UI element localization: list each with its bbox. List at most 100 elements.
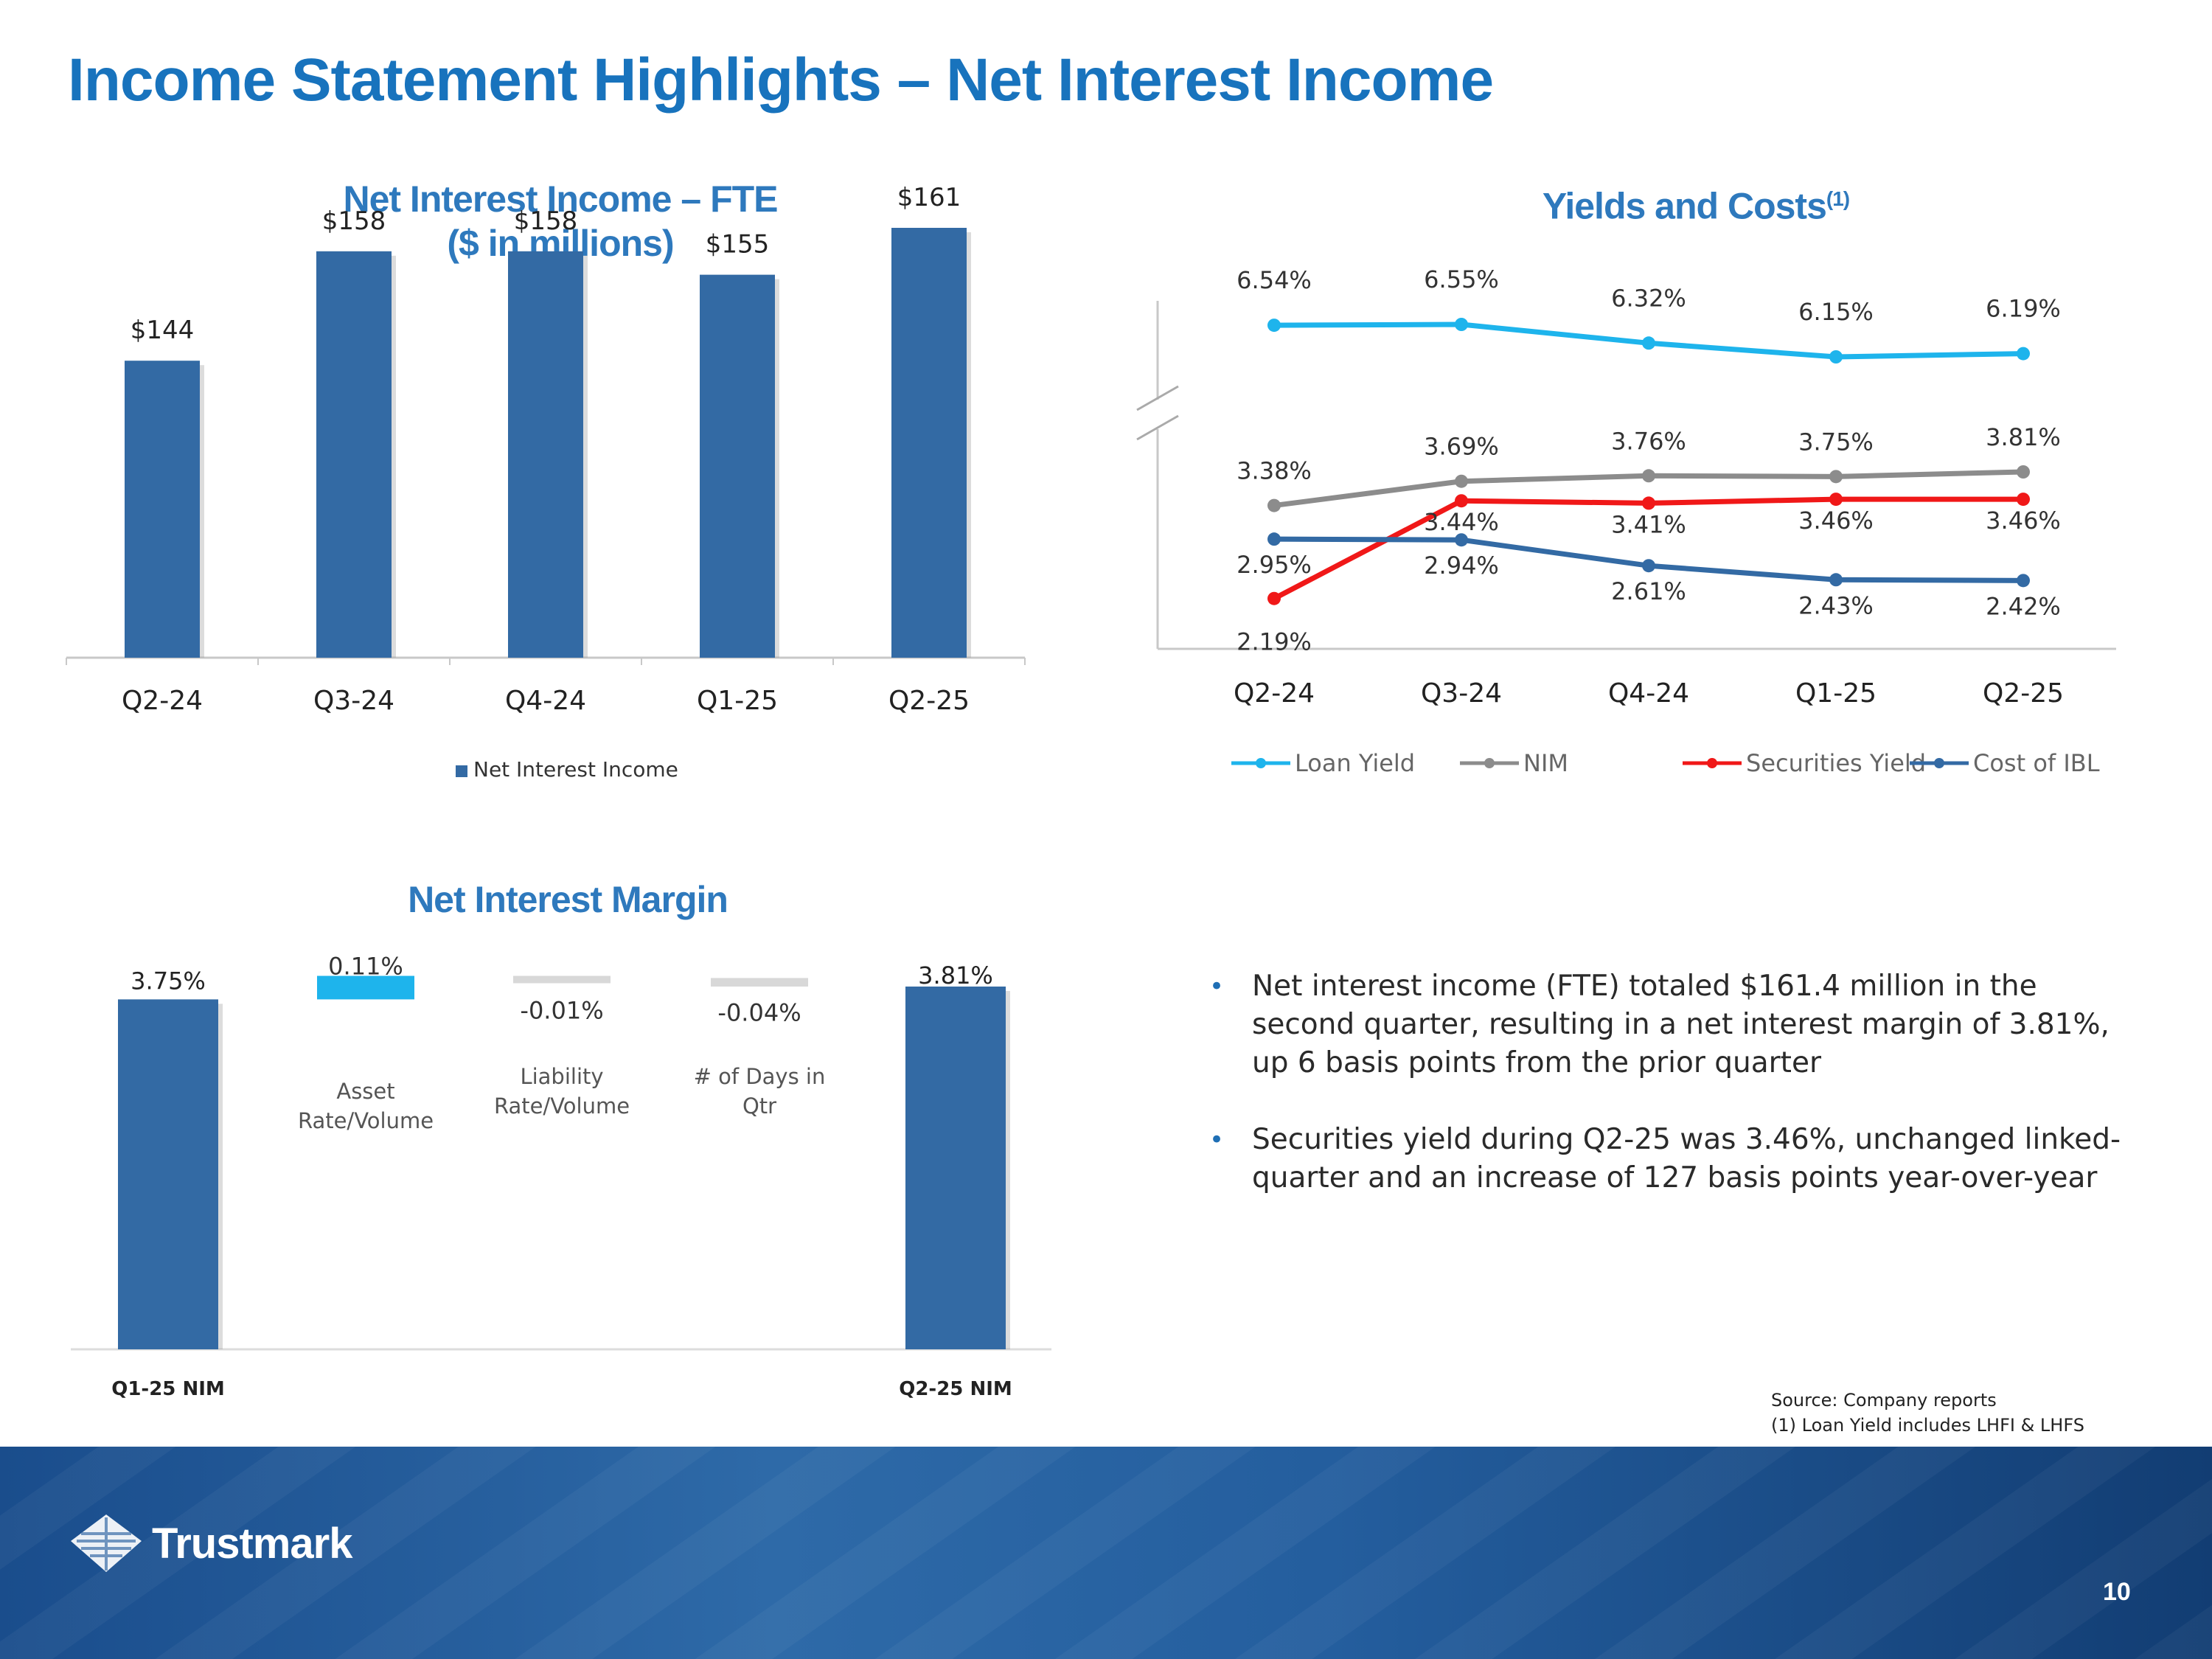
point-data-label: 2.19% — [1237, 628, 1312, 656]
series-point — [1455, 474, 1468, 488]
point-data-label: 6.54% — [1237, 266, 1312, 294]
series-point — [1829, 350, 1843, 364]
source-line: Source: Company reports — [1771, 1390, 1997, 1411]
footer-band — [0, 1447, 2212, 1659]
bar — [891, 228, 967, 658]
source-note: Source: Company reports (1) Loan Yield i… — [1771, 1388, 2084, 1438]
point-data-label: 6.55% — [1424, 265, 1499, 293]
point-data-label: 2.42% — [1986, 592, 2061, 620]
x-tick-label: Q2-24 — [122, 686, 203, 716]
point-data-label: 6.32% — [1611, 284, 1686, 312]
bar-data-label: $161 — [897, 183, 961, 212]
waterfall-start-bar — [118, 999, 218, 1349]
series-point — [1642, 496, 1655, 510]
yields-chart-title: Yields and Costs(1) — [1401, 177, 1991, 229]
yields-line-chart: Q2-24 Q3-24 Q4-24 Q1-25 Q2-25 6.54% 6.55% 6.32%… — [1136, 265, 2116, 777]
bar-data-label: $158 — [514, 206, 578, 236]
legend-marker — [1256, 758, 1266, 768]
point-data-label: 3.75% — [1798, 428, 1874, 456]
point-data-label: 3.69% — [1424, 433, 1499, 461]
waterfall-category-label: Q2-25 NIM — [899, 1378, 1012, 1400]
x-tick-label: Q2-25 — [1983, 678, 2064, 709]
nim-chart-title-text: Net Interest Margin — [408, 879, 728, 920]
point-data-label: 6.15% — [1798, 298, 1874, 326]
bar-data-label: $144 — [131, 316, 195, 345]
point-data-label: 3.44% — [1424, 508, 1499, 536]
series-point — [1829, 573, 1843, 587]
point-data-label: 3.46% — [1986, 507, 2061, 535]
x-tick-label: Q4-24 — [505, 686, 586, 716]
waterfall-step-bar — [711, 978, 808, 987]
point-data-label: 3.38% — [1237, 457, 1312, 485]
nii-chart-title: Net Interest Income – FTE ($ in millions… — [177, 177, 944, 265]
legend-label: Cost of IBL — [1973, 749, 2100, 777]
axis-break-mark — [1136, 414, 1179, 441]
point-data-label: 3.46% — [1798, 507, 1874, 535]
bar — [508, 251, 583, 658]
legend-marker — [1707, 758, 1717, 768]
x-tick-label: Q1-25 — [1795, 678, 1877, 709]
bullet-item: Securities yield during Q2-25 was 3.46%,… — [1194, 1121, 2146, 1197]
legend-label: NIM — [1523, 749, 1568, 777]
waterfall-data-label: 3.81% — [918, 961, 993, 990]
point-data-label: 6.19% — [1986, 295, 2061, 323]
waterfall-category-label: Liability — [520, 1064, 603, 1089]
legend-marker — [1484, 758, 1495, 768]
waterfall-category-label: Asset — [336, 1079, 394, 1104]
waterfall-end-bar — [905, 987, 1006, 1349]
bar-data-label: $158 — [322, 206, 386, 236]
waterfall-step-bar — [513, 975, 611, 984]
trustmark-logo-text: Trustmark — [152, 1519, 352, 1568]
point-data-label: 2.94% — [1424, 552, 1499, 580]
waterfall-category-label: # of Days in — [694, 1064, 826, 1089]
point-data-label: 3.81% — [1986, 423, 2061, 451]
legend-marker — [1934, 758, 1944, 768]
series-point — [2017, 574, 2030, 588]
x-tick-label: Q3-24 — [313, 686, 394, 716]
waterfall-step-bar — [317, 975, 414, 1000]
footnote-line: (1) Loan Yield includes LHFI & LHFS — [1771, 1415, 2084, 1436]
bar — [125, 361, 200, 658]
point-data-label: 2.43% — [1798, 591, 1874, 619]
series-point — [1829, 493, 1843, 507]
series-point — [1267, 319, 1281, 333]
legend-label: Loan Yield — [1295, 749, 1415, 777]
waterfall-data-label: -0.04% — [717, 998, 801, 1026]
series-point — [1642, 469, 1655, 483]
series-point — [2017, 493, 2030, 507]
series-point — [2017, 347, 2030, 361]
x-tick-label: Q1-25 — [697, 686, 778, 716]
waterfall-category-label: Q1-25 NIM — [111, 1378, 225, 1400]
commentary-bullets: Net interest income (FTE) totaled $161.4… — [1194, 967, 2146, 1236]
series-point — [1455, 533, 1468, 547]
yields-chart-title-text: Yields and Costs — [1542, 185, 1827, 227]
legend-swatch — [456, 765, 467, 777]
series-point — [1642, 336, 1655, 350]
nii-chart-title-line1: Net Interest Income – FTE — [343, 178, 778, 220]
x-tick-label: Q2-25 — [888, 686, 970, 716]
series-point — [1455, 494, 1468, 508]
waterfall-category-label: Rate/Volume — [298, 1108, 434, 1133]
bullet-item: Net interest income (FTE) totaled $161.4… — [1194, 967, 2146, 1082]
point-data-label: 3.41% — [1611, 510, 1686, 538]
point-data-label: 3.76% — [1611, 427, 1686, 455]
nim-chart-title: Net Interest Margin — [295, 877, 841, 922]
nim-waterfall-chart: 3.75% Q1-25 NIM 0.11% Asset Rate/Volume -0.01… — [71, 953, 1051, 1400]
series-point — [1267, 532, 1281, 546]
page-number: 10 — [2103, 1578, 2131, 1606]
x-tick-label: Q2-24 — [1234, 678, 1315, 709]
bar-data-label: $155 — [706, 230, 770, 260]
legend-label: Securities Yield — [1746, 749, 1926, 777]
point-data-label: 2.95% — [1237, 551, 1312, 579]
x-tick-label: Q4-24 — [1608, 678, 1689, 709]
series-point — [1267, 591, 1281, 605]
waterfall-data-label: 3.75% — [131, 967, 206, 995]
point-data-label: 2.61% — [1611, 577, 1686, 605]
waterfall-data-label: 0.11% — [328, 953, 403, 981]
bar — [700, 274, 775, 658]
series-point — [1642, 559, 1655, 573]
waterfall-category-label: Qtr — [742, 1093, 776, 1119]
series-point — [1829, 470, 1843, 484]
axis-break-mark — [1136, 385, 1179, 411]
trustmark-logo: Trustmark — [68, 1512, 352, 1575]
